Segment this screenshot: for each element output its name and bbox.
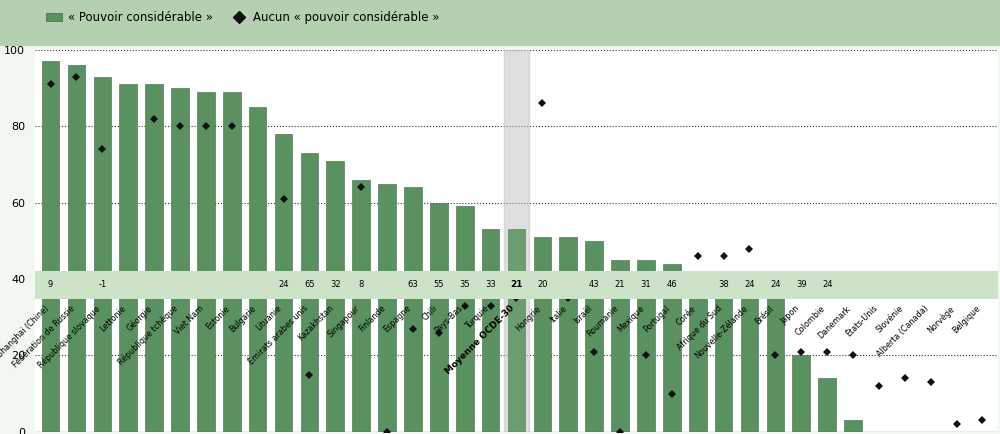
Bar (818, 378, 836, 432)
Text: 24: 24 (822, 280, 832, 289)
Text: Bulgarie: Bulgarie (228, 304, 258, 334)
Text: Viet Nam: Viet Nam (173, 304, 206, 336)
Bar (171, 88, 189, 432)
Text: 38: 38 (718, 280, 729, 289)
Bar (430, 203, 448, 432)
Bar (637, 260, 655, 432)
Text: Israël: Israël (572, 304, 594, 326)
Bar (42, 61, 59, 432)
Legend: « Pouvoir considérable », Aucun « pouvoir considérable »: « Pouvoir considérable », Aucun « pouvoi… (41, 6, 444, 29)
Text: Nouvelle-Zélande: Nouvelle-Zélande (693, 304, 749, 360)
Bar (504, 50, 529, 432)
Text: États-Unis: États-Unis (844, 304, 879, 339)
Bar (352, 180, 370, 432)
Bar (741, 287, 758, 432)
Bar (611, 260, 629, 432)
Text: 31: 31 (641, 280, 651, 289)
Bar (508, 230, 525, 432)
Bar (223, 92, 241, 432)
Text: Fédération de Russie: Fédération de Russie (11, 304, 76, 369)
Bar (767, 298, 784, 432)
Text: 46: 46 (667, 280, 677, 289)
Text: Portugal: Portugal (642, 304, 672, 334)
Text: 33: 33 (485, 280, 496, 289)
Text: 21: 21 (615, 280, 625, 289)
Text: Italie: Italie (548, 304, 568, 324)
Text: 63: 63 (408, 280, 418, 289)
Bar (689, 271, 707, 432)
Bar (792, 355, 810, 432)
Text: -1: -1 (98, 280, 106, 289)
Text: 24: 24 (770, 280, 781, 289)
Text: 8: 8 (358, 280, 364, 289)
Text: 39: 39 (796, 280, 807, 289)
Text: Moyenne OCDE-30: Moyenne OCDE-30 (444, 304, 516, 376)
Text: Norvège: Norvège (926, 304, 957, 335)
Text: République tchèque: République tchèque (117, 304, 180, 367)
Text: 24: 24 (744, 280, 755, 289)
Bar (456, 207, 474, 432)
Text: 65: 65 (304, 280, 315, 289)
Bar (249, 107, 266, 432)
Text: Shanghai (Chine): Shanghai (Chine) (0, 304, 51, 359)
Text: Slovénie: Slovénie (874, 304, 905, 335)
Text: Émirats arabes unis: Émirats arabes unis (247, 304, 309, 367)
Bar (534, 237, 551, 432)
Text: 43: 43 (589, 280, 599, 289)
Text: Alberta (Canada): Alberta (Canada) (876, 304, 931, 359)
Text: Colombie: Colombie (794, 304, 827, 337)
Bar (482, 230, 499, 432)
Bar (301, 153, 318, 432)
Text: Finlande: Finlande (357, 304, 387, 334)
Text: Afrique du Sud: Afrique du Sud (675, 304, 724, 352)
Text: 35: 35 (459, 280, 470, 289)
Text: 9: 9 (48, 280, 53, 289)
Text: Chili: Chili (420, 304, 439, 322)
Bar (94, 77, 111, 432)
Text: 21: 21 (510, 280, 523, 289)
Bar (844, 421, 862, 432)
Text: Belgique: Belgique (951, 304, 982, 335)
Bar (145, 84, 163, 432)
Text: Lituanie: Lituanie (255, 304, 284, 333)
Bar (559, 237, 577, 432)
Bar (404, 187, 422, 432)
Text: Hongrie: Hongrie (514, 304, 542, 332)
Text: Mexique: Mexique (616, 304, 646, 334)
Bar (585, 241, 603, 432)
Text: République slovaque: République slovaque (36, 304, 102, 370)
Text: 55: 55 (434, 280, 444, 289)
Bar (715, 279, 732, 432)
Bar (663, 264, 681, 432)
Text: Japon: Japon (779, 304, 801, 326)
Text: 24: 24 (278, 280, 289, 289)
Text: Brésil: Brésil (753, 304, 775, 326)
Bar (378, 184, 396, 432)
Bar (275, 134, 292, 432)
Text: Danemark: Danemark (817, 304, 853, 340)
Text: 20: 20 (537, 280, 548, 289)
Text: Kazakhstan: Kazakhstan (296, 304, 335, 343)
Text: Turquie: Turquie (464, 304, 491, 331)
Bar (119, 84, 137, 432)
Text: Roumanie: Roumanie (585, 304, 620, 339)
Bar (326, 161, 344, 432)
Bar (68, 65, 85, 432)
Bar (197, 92, 215, 432)
Text: Corée: Corée (674, 304, 698, 327)
Text: Singapour: Singapour (326, 304, 361, 339)
Text: Estonie: Estonie (205, 304, 232, 331)
Text: Espagne: Espagne (382, 304, 413, 335)
Text: Lettonie: Lettonie (99, 304, 128, 333)
Text: Géorgie: Géorgie (125, 304, 154, 333)
Text: 32: 32 (330, 280, 341, 289)
Text: Pays-Bas: Pays-Bas (433, 304, 465, 335)
